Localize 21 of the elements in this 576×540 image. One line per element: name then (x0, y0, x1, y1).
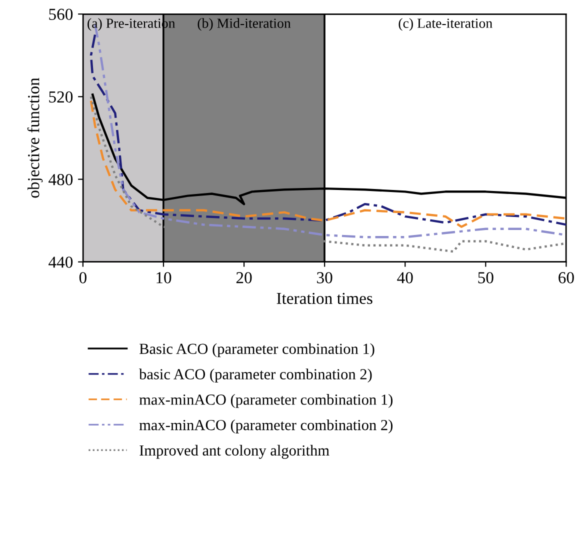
x-tick-label: 60 (558, 272, 574, 284)
y-tick-label: 480 (48, 174, 73, 186)
legend-label: Improved ant colony algorithm (140, 444, 330, 459)
x-tick-label: 10 (156, 272, 172, 284)
legend-label: max-minACO (parameter combination 2) (139, 419, 393, 434)
legend-label: max-minACO (parameter combination 1) (139, 394, 393, 408)
x-tick-label: 40 (397, 272, 413, 284)
y-axis-title: objective function (27, 78, 43, 198)
y-tick-label: 440 (48, 256, 73, 268)
y-tick-label: 520 (49, 91, 73, 103)
x-tick-label: 0 (79, 272, 86, 284)
x-axis-title: Iteration times (276, 292, 372, 304)
legend-label: basic ACO (parameter combination 2) (139, 368, 372, 383)
x-tick-label: 50 (478, 272, 494, 284)
band-label: (c) Late-iteration (398, 18, 492, 31)
y-tick-label: 560 (49, 8, 73, 20)
x-tick-label: 30 (317, 272, 332, 284)
band-label: (b) Mid-iteration (198, 18, 291, 31)
legend-label: Basic ACO (parameter combination 1) (139, 343, 374, 358)
line-series (90, 100, 566, 228)
x-tick-label: 20 (236, 272, 252, 284)
